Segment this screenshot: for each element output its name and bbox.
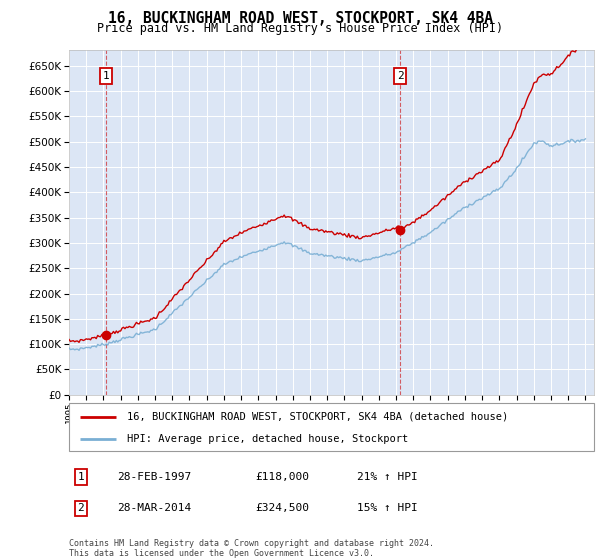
Text: 1: 1 xyxy=(77,472,85,482)
Text: 28-FEB-1997: 28-FEB-1997 xyxy=(117,472,191,482)
Text: 16, BUCKINGHAM ROAD WEST, STOCKPORT, SK4 4BA: 16, BUCKINGHAM ROAD WEST, STOCKPORT, SK4… xyxy=(107,11,493,26)
Text: 15% ↑ HPI: 15% ↑ HPI xyxy=(357,503,418,514)
Text: 2: 2 xyxy=(77,503,85,514)
Text: Contains HM Land Registry data © Crown copyright and database right 2024.
This d: Contains HM Land Registry data © Crown c… xyxy=(69,539,434,558)
Text: £324,500: £324,500 xyxy=(255,503,309,514)
Text: £118,000: £118,000 xyxy=(255,472,309,482)
Text: 1: 1 xyxy=(103,71,110,81)
FancyBboxPatch shape xyxy=(69,403,594,451)
Text: 21% ↑ HPI: 21% ↑ HPI xyxy=(357,472,418,482)
Text: Price paid vs. HM Land Registry's House Price Index (HPI): Price paid vs. HM Land Registry's House … xyxy=(97,22,503,35)
Text: 16, BUCKINGHAM ROAD WEST, STOCKPORT, SK4 4BA (detached house): 16, BUCKINGHAM ROAD WEST, STOCKPORT, SK4… xyxy=(127,412,508,422)
Text: HPI: Average price, detached house, Stockport: HPI: Average price, detached house, Stoc… xyxy=(127,434,408,444)
Text: 28-MAR-2014: 28-MAR-2014 xyxy=(117,503,191,514)
Text: 2: 2 xyxy=(397,71,404,81)
